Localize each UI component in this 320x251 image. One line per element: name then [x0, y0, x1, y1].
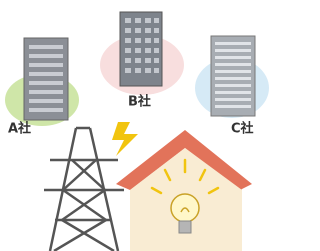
label-c: C社 — [231, 121, 254, 137]
building-b — [120, 12, 162, 86]
label-b: B社 — [128, 94, 151, 110]
label-a: A社 — [8, 121, 31, 137]
illustration: A社 B社 C社 — [0, 0, 271, 251]
lightning — [112, 122, 138, 156]
building-c — [211, 36, 255, 116]
house — [116, 130, 252, 251]
building-a — [24, 38, 68, 120]
power-tower — [44, 128, 124, 251]
page: A社 B社 C社 (() => { const data = JSON.pars… — [0, 0, 271, 251]
